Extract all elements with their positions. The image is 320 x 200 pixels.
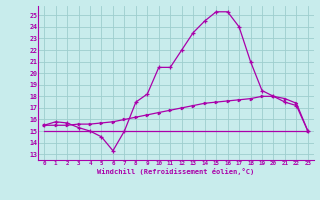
X-axis label: Windchill (Refroidissement éolien,°C): Windchill (Refroidissement éolien,°C)	[97, 168, 255, 175]
